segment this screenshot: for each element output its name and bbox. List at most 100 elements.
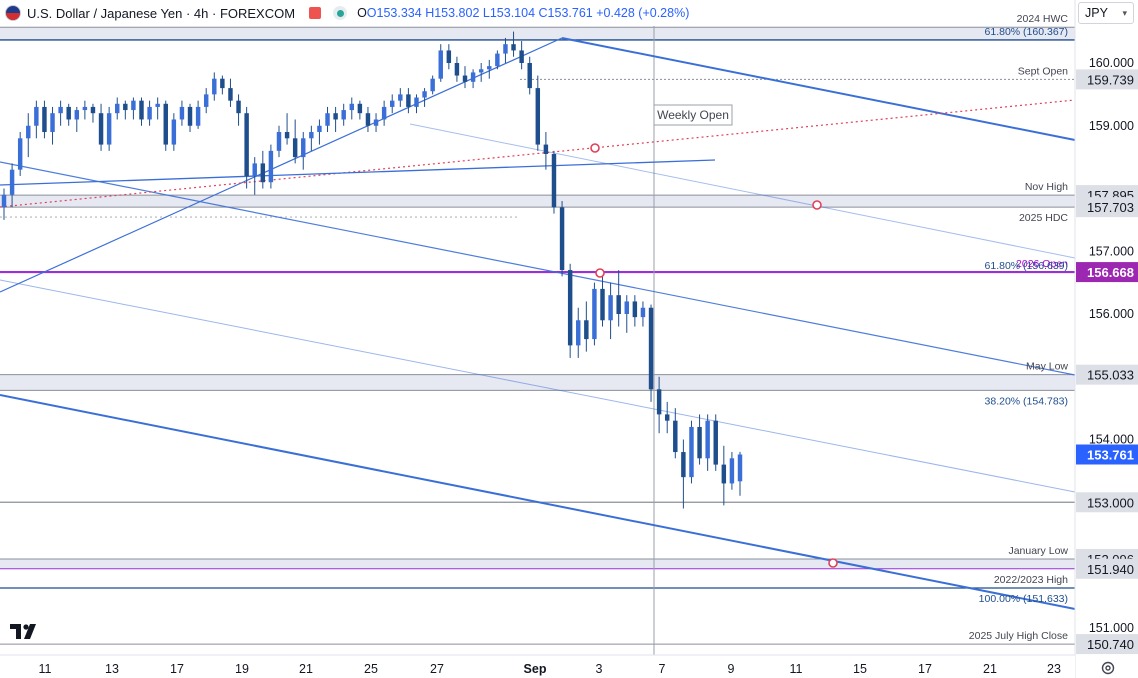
candle[interactable] (462, 66, 468, 89)
marker-point[interactable] (828, 558, 838, 568)
candle[interactable] (244, 106, 249, 189)
trend-line[interactable] (0, 37, 563, 293)
candle[interactable] (276, 125, 282, 158)
trend-line[interactable] (0, 279, 1076, 493)
candle[interactable] (171, 113, 177, 151)
price-tag[interactable] (1076, 197, 1138, 218)
candle[interactable] (535, 75, 541, 151)
marker-point[interactable] (812, 200, 822, 210)
candle[interactable] (163, 100, 168, 151)
live-status-icon[interactable] (333, 6, 348, 20)
price-tag[interactable] (1076, 262, 1138, 283)
candle[interactable] (705, 414, 710, 471)
trend-line[interactable] (561, 37, 1076, 141)
candle[interactable] (17, 132, 23, 176)
candle[interactable] (58, 100, 63, 126)
candle[interactable] (212, 72, 217, 101)
candle[interactable] (551, 150, 557, 214)
trend-line[interactable] (0, 161, 1076, 376)
candle[interactable] (697, 414, 702, 465)
candle[interactable] (664, 401, 670, 434)
candle[interactable] (648, 304, 654, 402)
candle[interactable] (357, 100, 363, 120)
candle[interactable] (341, 103, 346, 126)
candle[interactable] (187, 103, 193, 133)
candle[interactable] (106, 106, 112, 151)
candle[interactable] (446, 44, 452, 70)
candle[interactable] (608, 282, 613, 340)
candle[interactable] (406, 88, 411, 114)
candle[interactable] (616, 270, 621, 327)
candle[interactable] (381, 100, 387, 126)
candle[interactable] (729, 452, 735, 490)
candle[interactable] (398, 88, 403, 107)
candle[interactable] (373, 113, 379, 133)
candle[interactable] (656, 376, 662, 434)
candle[interactable] (470, 69, 476, 89)
candle[interactable] (82, 100, 88, 120)
candle[interactable] (438, 44, 443, 82)
price-tag[interactable] (1076, 364, 1138, 385)
candle[interactable] (147, 100, 152, 126)
candle[interactable] (50, 106, 55, 145)
candle[interactable] (268, 144, 274, 189)
price-tag[interactable] (1076, 492, 1138, 513)
candle[interactable] (543, 132, 549, 170)
candle[interactable] (640, 301, 646, 327)
candle[interactable] (220, 75, 225, 95)
market-status-icon[interactable] (309, 7, 322, 19)
candle[interactable] (454, 56, 460, 82)
candle[interactable] (9, 163, 15, 208)
candle[interactable] (349, 97, 355, 120)
candle[interactable] (721, 445, 727, 506)
candle[interactable] (292, 119, 298, 164)
candle[interactable] (673, 408, 678, 459)
candle[interactable] (203, 88, 209, 114)
candle[interactable] (689, 420, 694, 484)
candle[interactable] (414, 94, 419, 114)
candle[interactable] (228, 78, 233, 107)
candle[interactable] (325, 106, 330, 133)
candle[interactable] (42, 100, 47, 139)
candle[interactable] (333, 106, 338, 133)
candle[interactable] (179, 100, 185, 126)
price-tag[interactable] (1076, 69, 1138, 90)
candle[interactable] (195, 100, 201, 129)
candle[interactable] (713, 414, 718, 471)
marker-point[interactable] (595, 268, 605, 278)
price-tag[interactable] (1076, 634, 1138, 655)
candle[interactable] (317, 119, 322, 145)
candle[interactable] (681, 439, 686, 509)
candle[interactable] (592, 282, 597, 346)
price-tag[interactable] (1076, 444, 1138, 465)
candle[interactable] (301, 132, 306, 170)
candle[interactable] (495, 50, 500, 70)
candle[interactable] (26, 113, 31, 158)
candle[interactable] (260, 150, 266, 189)
candle[interactable] (422, 88, 427, 107)
trend-line[interactable] (0, 99, 1076, 208)
candle[interactable] (90, 103, 96, 123)
gear-icon[interactable] (1100, 660, 1116, 676)
candle[interactable] (236, 94, 241, 126)
symbol-title[interactable]: U.S. Dollar / Japanese Yen · 4h · FOREXC… (27, 5, 296, 21)
time-axis[interactable] (0, 655, 1075, 678)
candle[interactable] (567, 263, 573, 358)
candle[interactable] (576, 307, 581, 358)
candle[interactable] (624, 295, 629, 333)
trend-line[interactable] (0, 159, 716, 186)
candle[interactable] (487, 59, 492, 79)
candle[interactable] (66, 103, 71, 126)
candle[interactable] (559, 201, 565, 277)
currency-selector[interactable]: JPY ▾ (1078, 2, 1134, 24)
candle[interactable] (365, 106, 371, 133)
trend-line[interactable] (0, 394, 1076, 610)
candle[interactable] (284, 113, 290, 145)
candle[interactable] (139, 97, 144, 126)
candle[interactable] (123, 100, 128, 120)
price-axis[interactable] (1075, 0, 1138, 655)
candle[interactable] (527, 56, 532, 95)
candle[interactable] (584, 301, 589, 352)
candle[interactable] (478, 63, 484, 82)
